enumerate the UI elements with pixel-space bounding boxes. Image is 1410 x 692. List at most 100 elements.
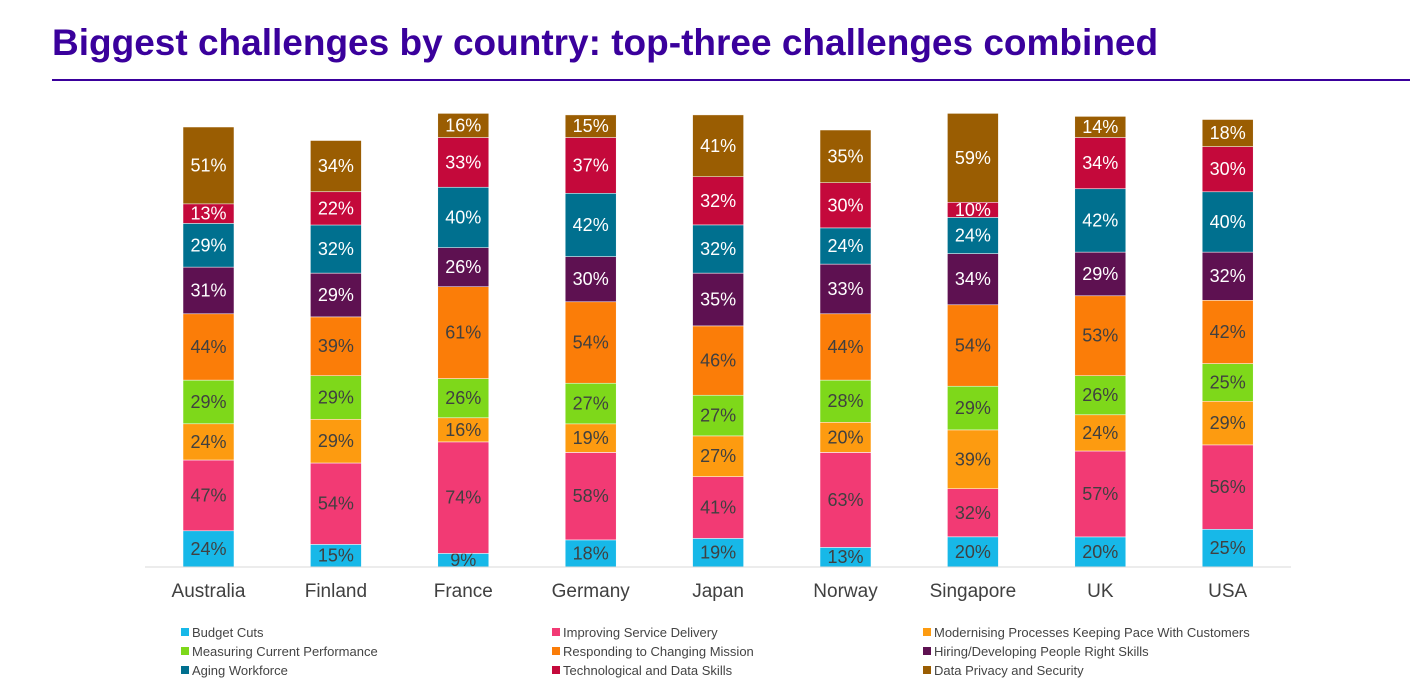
x-tick-label: Finland <box>305 581 367 602</box>
bar-segment <box>692 394 744 437</box>
bar-segment <box>1201 251 1254 301</box>
data-label: 9% <box>450 550 476 570</box>
bar-segment <box>819 379 872 423</box>
bar-segment <box>947 217 999 254</box>
data-label: 24% <box>827 236 863 256</box>
legend-label: Aging Workforce <box>192 662 288 678</box>
data-label: 58% <box>573 486 609 506</box>
data-label: 18% <box>573 543 609 563</box>
bar-segment <box>947 253 999 306</box>
data-label: 41% <box>700 136 736 156</box>
data-label: 15% <box>573 116 609 136</box>
data-label: 33% <box>827 279 863 299</box>
data-label: 44% <box>827 337 863 357</box>
bar-segment <box>437 137 490 188</box>
bar-segment <box>310 140 362 192</box>
bar-segment <box>182 379 235 425</box>
data-label: 57% <box>1082 484 1118 504</box>
legend-swatch <box>181 628 189 636</box>
bar-segment <box>1201 146 1254 193</box>
data-label: 10% <box>955 200 991 220</box>
data-label: 39% <box>318 336 354 356</box>
x-tick-label: Australia <box>172 581 246 602</box>
chart-title: Biggest challenges by country: top-three… <box>52 22 1159 63</box>
data-label: 61% <box>445 323 481 343</box>
x-tick-label: USA <box>1208 581 1247 602</box>
x-axis-labels: Australia Finland France Germany Japan Norway… <box>172 581 1248 602</box>
bar-segment <box>182 530 235 568</box>
data-label: 20% <box>1082 542 1118 562</box>
bar-segment <box>182 459 235 532</box>
data-label: 53% <box>1082 326 1118 346</box>
data-label: 24% <box>1082 423 1118 443</box>
bars-group: 24% 47% 24% 29% 44% 31% 29% 13% 51% 15% 54% 29% 29% 3… <box>182 113 1254 570</box>
data-label: 29% <box>1082 264 1118 284</box>
legend-item: Hiring/Developing People Right Skills <box>923 643 1301 659</box>
bar-segment <box>692 114 744 177</box>
legend-swatch <box>923 666 931 674</box>
data-label: 42% <box>573 215 609 235</box>
data-label: 33% <box>445 152 481 172</box>
bar-segment <box>564 137 617 194</box>
bar-segment <box>692 476 744 539</box>
data-label: 30% <box>1210 159 1246 179</box>
bar-segment <box>437 286 490 379</box>
bar-segment <box>819 452 872 548</box>
bar-segment <box>692 435 744 477</box>
data-label: 37% <box>573 155 609 175</box>
data-label: 35% <box>700 290 736 310</box>
data-label: 29% <box>190 392 226 412</box>
data-label: 15% <box>318 546 354 566</box>
legend-swatch <box>552 647 560 655</box>
data-label: 27% <box>573 394 609 414</box>
bar-segment <box>310 272 362 318</box>
data-label: 20% <box>955 542 991 562</box>
bar-segment <box>947 429 999 489</box>
bar-segment <box>1201 400 1254 446</box>
data-label: 27% <box>700 406 736 426</box>
data-label: 22% <box>318 198 354 218</box>
bar-segment <box>437 378 490 419</box>
bar-segment <box>310 462 362 545</box>
legend-item: Aging Workforce <box>181 662 552 678</box>
data-label: 32% <box>955 503 991 523</box>
data-label: 14% <box>1082 117 1118 137</box>
bar-segment <box>564 382 617 425</box>
data-label: 54% <box>955 336 991 356</box>
bar-segment <box>819 227 872 265</box>
chart-legend: Budget Cuts Improving Service Delivery Mod… <box>181 624 1301 678</box>
bar-segment <box>1074 137 1127 189</box>
legend-label: Responding to Changing Mission <box>563 643 754 659</box>
bar-segment <box>947 385 999 431</box>
data-label: 39% <box>955 449 991 469</box>
bar-segment <box>1201 300 1254 364</box>
bar-segment <box>564 452 617 541</box>
bar-segment <box>564 301 617 384</box>
data-label: 25% <box>1210 538 1246 558</box>
data-label: 19% <box>573 428 609 448</box>
data-label: 31% <box>190 281 226 301</box>
bar-segment <box>182 423 235 461</box>
bar-segment <box>564 114 617 138</box>
data-label: 34% <box>1082 153 1118 173</box>
data-label: 32% <box>700 239 736 259</box>
bar-segment <box>947 304 999 387</box>
data-label: 18% <box>1210 123 1246 143</box>
data-label: 30% <box>827 195 863 215</box>
data-label: 29% <box>318 388 354 408</box>
data-label: 29% <box>1210 413 1246 433</box>
bar-segment <box>692 224 744 274</box>
legend-swatch <box>181 666 189 674</box>
bar-segment <box>437 187 490 248</box>
bar-segment <box>310 316 362 376</box>
legend-label: Budget Cuts <box>192 624 264 640</box>
legend-item: Improving Service Delivery <box>552 624 923 640</box>
data-label: 74% <box>445 488 481 508</box>
data-label: 29% <box>318 431 354 451</box>
data-label: 63% <box>827 490 863 510</box>
x-tick-label: France <box>434 581 493 602</box>
data-label: 26% <box>445 257 481 277</box>
stacked-bar-chart: 24% 47% 24% 29% 44% 31% 29% 13% 51% 15% 54% 29% 29% 3… <box>145 113 1291 602</box>
bar-segment <box>1074 188 1127 253</box>
data-label: 29% <box>318 285 354 305</box>
